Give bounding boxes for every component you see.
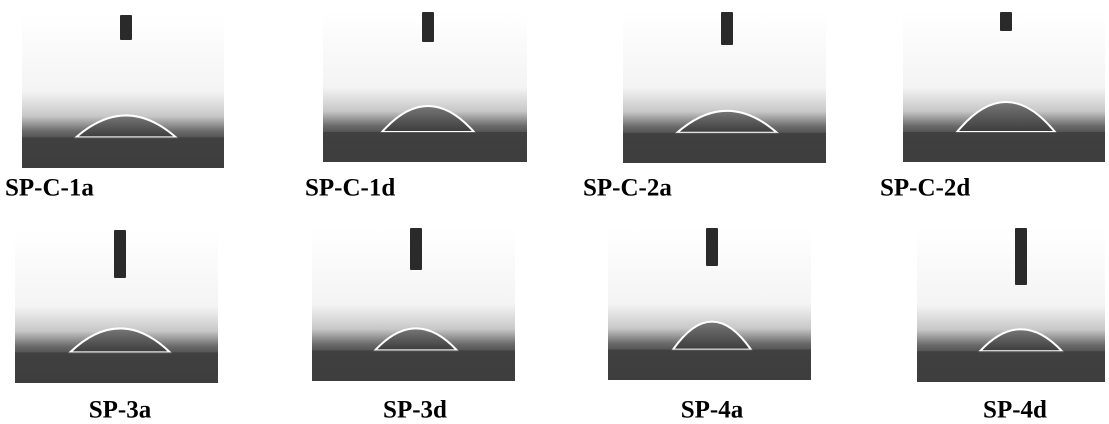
sample-label: SP-4d <box>983 397 1047 424</box>
substrate <box>312 350 515 381</box>
substrate <box>323 132 527 162</box>
substrate <box>15 352 218 383</box>
sample-label: SP-4a <box>681 397 744 424</box>
photo-panel <box>608 228 811 380</box>
needle <box>422 12 434 42</box>
substrate <box>917 351 1105 382</box>
photo-panel <box>15 230 218 383</box>
photo-panel <box>323 12 527 162</box>
sample-label: SP-3a <box>89 397 152 424</box>
needle <box>410 228 422 270</box>
photo-panel <box>312 228 515 381</box>
photo-panel <box>903 12 1105 162</box>
sample-label: SP-C-2d <box>880 175 970 202</box>
sample-label: SP-C-2a <box>583 175 672 202</box>
photo-panel <box>22 15 224 168</box>
substrate <box>623 133 826 163</box>
needle <box>721 12 733 45</box>
needle <box>120 15 132 40</box>
needle <box>114 230 126 278</box>
sample-label: SP-3d <box>383 397 447 424</box>
needle <box>1015 228 1027 285</box>
sample-label: SP-C-1a <box>5 175 94 202</box>
needle <box>1000 12 1012 31</box>
figure: SP-C-1a SP-C-1d SP-C-2a SP-C-2d SP-3a SP-3d SP… <box>0 0 1109 424</box>
substrate <box>903 132 1105 162</box>
photo-panel <box>623 12 826 163</box>
photo-panel <box>917 228 1105 382</box>
substrate <box>22 137 224 168</box>
sample-label: SP-C-1d <box>305 175 395 202</box>
needle <box>706 228 718 266</box>
substrate <box>608 350 811 380</box>
